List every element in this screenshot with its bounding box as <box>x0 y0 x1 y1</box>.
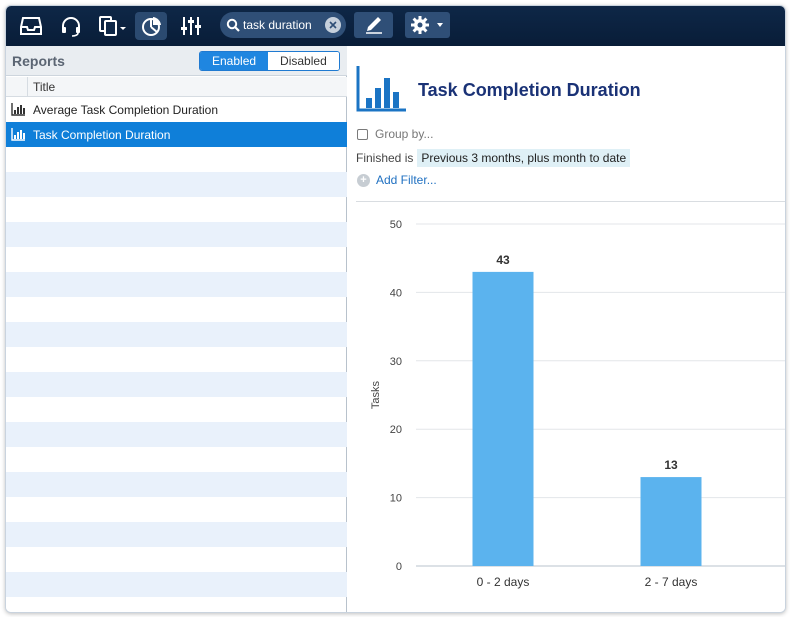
bar <box>472 271 534 566</box>
add-icon: + <box>357 173 370 187</box>
divider <box>356 201 785 202</box>
enabled-disabled-toggle: Enabled Disabled <box>199 51 340 71</box>
filter-field-label: Finished is <box>356 151 414 165</box>
column-title-header[interactable]: Title <box>33 80 56 94</box>
empty-row <box>6 422 347 447</box>
search-input[interactable]: task duration <box>243 18 312 32</box>
bar-chart-icon <box>11 128 25 141</box>
y-tick-label: 30 <box>390 356 402 368</box>
x-tick-label: 2 - 7 days <box>645 575 698 589</box>
empty-row <box>6 297 347 322</box>
bar <box>640 477 702 566</box>
search-box[interactable]: task duration <box>220 12 346 38</box>
empty-row <box>6 497 347 522</box>
edit-button[interactable] <box>354 12 393 38</box>
add-filter-link[interactable]: + Add Filter... <box>357 173 437 187</box>
y-axis-label: Tasks <box>370 380 382 409</box>
top-toolbar: task duration <box>6 6 785 46</box>
bar-chart-icon <box>356 66 406 112</box>
sliders-icon[interactable] <box>175 12 207 40</box>
column-gutter <box>6 77 28 97</box>
settings-button[interactable] <box>405 12 450 38</box>
empty-row <box>6 572 347 597</box>
clear-search-icon[interactable] <box>325 17 341 33</box>
gear-icon <box>410 16 443 34</box>
enabled-toggle-button[interactable]: Enabled <box>200 52 269 70</box>
pencil-icon <box>365 17 382 34</box>
add-filter-label: Add Filter... <box>376 173 437 187</box>
disabled-toggle-button[interactable]: Disabled <box>268 52 339 70</box>
list-item[interactable]: Task Completion Duration <box>6 122 347 147</box>
list-item-label: Average Task Completion Duration <box>33 103 218 117</box>
group-by-option[interactable]: Group by... <box>357 127 433 141</box>
empty-row <box>6 522 347 547</box>
data-label: 43 <box>496 253 510 267</box>
filter-value[interactable]: Previous 3 months, plus month to date <box>417 149 631 167</box>
empty-row <box>6 472 347 497</box>
empty-row <box>6 247 347 272</box>
x-tick-label: 0 - 2 days <box>477 575 530 589</box>
group-by-label: Group by... <box>375 127 434 141</box>
bar-chart: 0 10 20 30 40 50 Tasks 43 0 - 2 days 13 2 - 7 days <box>370 219 785 589</box>
y-tick-label: 10 <box>390 493 402 505</box>
reports-list: Average Task Completion Duration Task Co… <box>6 97 347 597</box>
empty-row <box>6 397 347 422</box>
y-tick-label: 40 <box>390 287 402 299</box>
inbox-icon[interactable] <box>15 12 47 40</box>
data-label: 13 <box>664 458 678 472</box>
headset-icon[interactable] <box>55 12 87 40</box>
app-window: task duration Reports Enabled D <box>5 5 786 613</box>
search-icon <box>226 18 240 32</box>
reports-pie-icon[interactable] <box>135 12 167 40</box>
copy-menu-icon[interactable] <box>95 12 131 40</box>
empty-row <box>6 272 347 297</box>
report-detail-panel: Task Completion Duration Group by... Fin… <box>348 46 785 612</box>
empty-row <box>6 172 347 197</box>
y-tick-label: 0 <box>396 561 402 573</box>
empty-row <box>6 447 347 472</box>
filter-row: Finished is Previous 3 months, plus mont… <box>356 149 631 167</box>
empty-row <box>6 147 347 172</box>
reports-panel-title: Reports <box>12 53 65 69</box>
y-tick-label: 20 <box>390 424 402 436</box>
empty-row <box>6 222 347 247</box>
empty-row <box>6 547 347 572</box>
group-by-checkbox[interactable] <box>357 128 368 140</box>
list-item-label: Task Completion Duration <box>33 128 171 142</box>
column-header: Title <box>6 77 347 97</box>
empty-row <box>6 322 347 347</box>
empty-row <box>6 197 347 222</box>
y-tick-label: 50 <box>390 219 402 231</box>
report-title: Task Completion Duration <box>418 80 641 100</box>
bar-chart-icon <box>11 103 25 116</box>
reports-panel-header: Reports Enabled Disabled <box>6 46 347 76</box>
reports-panel: Reports Enabled Disabled Title Average T… <box>6 46 347 612</box>
empty-row <box>6 372 347 397</box>
list-item[interactable]: Average Task Completion Duration <box>6 97 347 122</box>
empty-row <box>6 347 347 372</box>
